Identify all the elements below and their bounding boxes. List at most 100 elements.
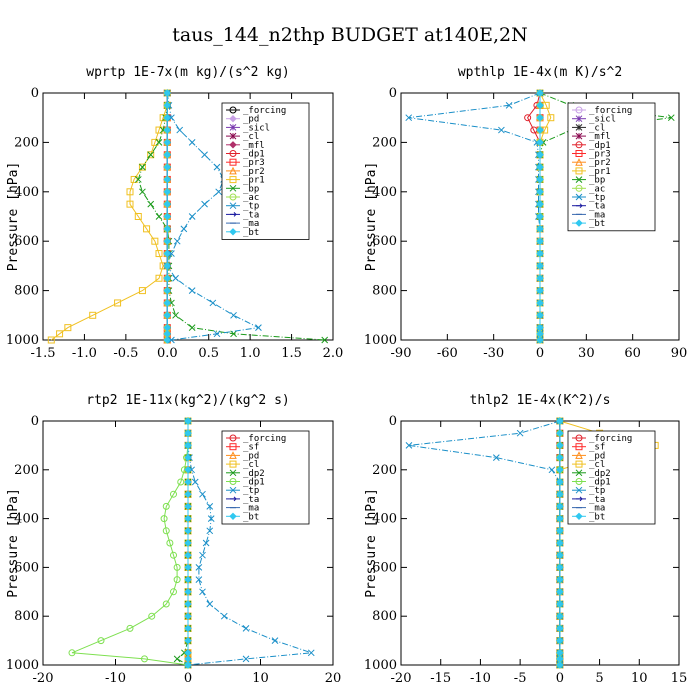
legend-label: _pr3 <box>589 150 611 160</box>
data-point-bt <box>536 188 544 196</box>
legend-label: _ta <box>243 495 259 505</box>
x-tick-label: -90 <box>391 346 412 361</box>
data-point-bt <box>184 502 192 511</box>
data-point-bt <box>556 429 564 437</box>
legend-label: _pr2 <box>243 167 265 177</box>
x-tick-label: 60 <box>624 346 641 361</box>
legend-marker-cl <box>229 460 237 468</box>
data-point-tp <box>195 564 203 571</box>
data-point-bt <box>184 466 192 474</box>
legend-marker-pr1 <box>575 167 583 175</box>
legend-label: _bt <box>589 219 605 229</box>
y-axis-title: Pressure [hPa] <box>6 488 21 598</box>
legend-marker-cl <box>229 132 237 140</box>
y-axis-title: Pressure [hPa] <box>6 162 21 272</box>
data-point-bt <box>163 212 171 221</box>
data-point-pr1 <box>151 237 159 245</box>
x-tick-label: 5 <box>595 671 603 686</box>
legend-label: _dp1 <box>243 478 265 488</box>
legend-box <box>567 102 656 232</box>
data-point-bt <box>556 624 564 633</box>
data-point-bt <box>184 588 192 596</box>
data-point-tp <box>191 478 199 486</box>
data-point-bt <box>184 441 192 450</box>
data-point-bt <box>556 490 564 498</box>
data-point-tp <box>206 503 214 510</box>
data-point-tp <box>255 324 262 332</box>
legend-label: _pd <box>243 115 259 125</box>
legend-marker-dp1 <box>229 478 237 485</box>
x-tick-label: -1.0 <box>72 346 97 361</box>
data-point-tp <box>206 527 214 535</box>
legend-label: _forcing <box>589 434 632 444</box>
legend-marker-ta <box>230 212 237 217</box>
data-point-bp <box>139 163 146 171</box>
x-tick-label: -20 <box>391 671 412 686</box>
y-tick-label: 800 <box>372 609 397 624</box>
legend-marker-pr1 <box>229 176 237 184</box>
data-point-pr1 <box>151 138 159 146</box>
x-tick-label: 10 <box>252 671 269 686</box>
legend-marker-forcing <box>575 434 583 442</box>
legend-marker-sf <box>575 443 583 451</box>
data-point-bt <box>556 527 564 535</box>
data-point-bt <box>163 113 171 122</box>
data-point-bt <box>184 636 192 645</box>
legend-marker-tp <box>575 486 583 494</box>
data-point-bt <box>184 624 192 633</box>
data-point-bt <box>536 262 544 270</box>
data-point-bt <box>536 163 544 171</box>
data-point-bt <box>556 612 564 620</box>
data-point-bt <box>556 453 564 462</box>
legend-label: _dp1 <box>589 141 611 151</box>
series-line-tp <box>408 420 561 665</box>
data-point-pr1 <box>126 188 134 196</box>
data-point-bt <box>184 478 192 486</box>
y-tick-label: 200 <box>14 135 39 150</box>
legend-label: _tp <box>243 202 259 212</box>
data-point-tp <box>548 466 556 474</box>
data-point-bp <box>147 151 155 159</box>
chart-panel-4: thlp2 1E-4x(K^2)/s Pressure [hPa] -20 -15 -1… <box>364 393 687 686</box>
data-point-pr1 <box>547 114 555 122</box>
legend-marker-ac <box>575 184 583 192</box>
legend-label: _ta <box>243 210 259 220</box>
data-point-bt <box>163 188 171 196</box>
data-point-bt <box>184 563 192 572</box>
chart-panel-3: rtp2 1E-11x(kg^2)/(kg^2 s) Pressure [hPa]… <box>6 393 341 686</box>
legend-marker-pd <box>575 451 583 459</box>
plot-frame <box>400 420 680 666</box>
data-point-bt <box>556 539 564 547</box>
legend-label: _dp2 <box>243 469 265 479</box>
y-tick-label: 0 <box>31 86 39 101</box>
data-point-dp1 <box>160 515 168 523</box>
data-point-pr1 <box>155 250 163 258</box>
data-point-bp <box>188 324 196 332</box>
data-point-bt <box>556 478 564 486</box>
series-group <box>68 416 315 669</box>
data-point-bt <box>163 126 171 134</box>
data-point-bt <box>184 514 192 523</box>
legend: _forcing_sf_pd_cl_dp2_dp1_tp_ta_ma_bt <box>221 430 310 525</box>
legend-label: _bp <box>589 176 605 186</box>
data-point-dp1 <box>166 539 174 547</box>
chart-panel-2: wpthlp 1E-4x(m K)/s^2 Pressure [hPa] -90 -6… <box>364 65 687 361</box>
legend-marker-mfl <box>575 132 583 140</box>
y-tick-label: 1000 <box>6 658 39 673</box>
data-point-tp <box>230 311 237 319</box>
data-point-dp1 <box>162 600 170 608</box>
y-tick-label: 400 <box>14 185 39 200</box>
data-point-bp <box>155 213 163 220</box>
y-tick-label: 600 <box>372 234 397 249</box>
x-tick-label: 15 <box>671 671 688 686</box>
legend-label: _forcing <box>589 106 632 116</box>
data-point-pr1 <box>126 200 134 208</box>
x-tick-label: 0 <box>536 346 544 361</box>
data-point-pr1 <box>89 311 97 319</box>
y-tick-label: 400 <box>372 512 397 527</box>
y-tick-label: 600 <box>372 560 397 575</box>
data-point-tp <box>168 250 175 257</box>
data-point-pr1 <box>47 336 55 344</box>
x-tick-label: -0.5 <box>113 346 138 361</box>
legend-marker-forcing <box>229 434 237 442</box>
